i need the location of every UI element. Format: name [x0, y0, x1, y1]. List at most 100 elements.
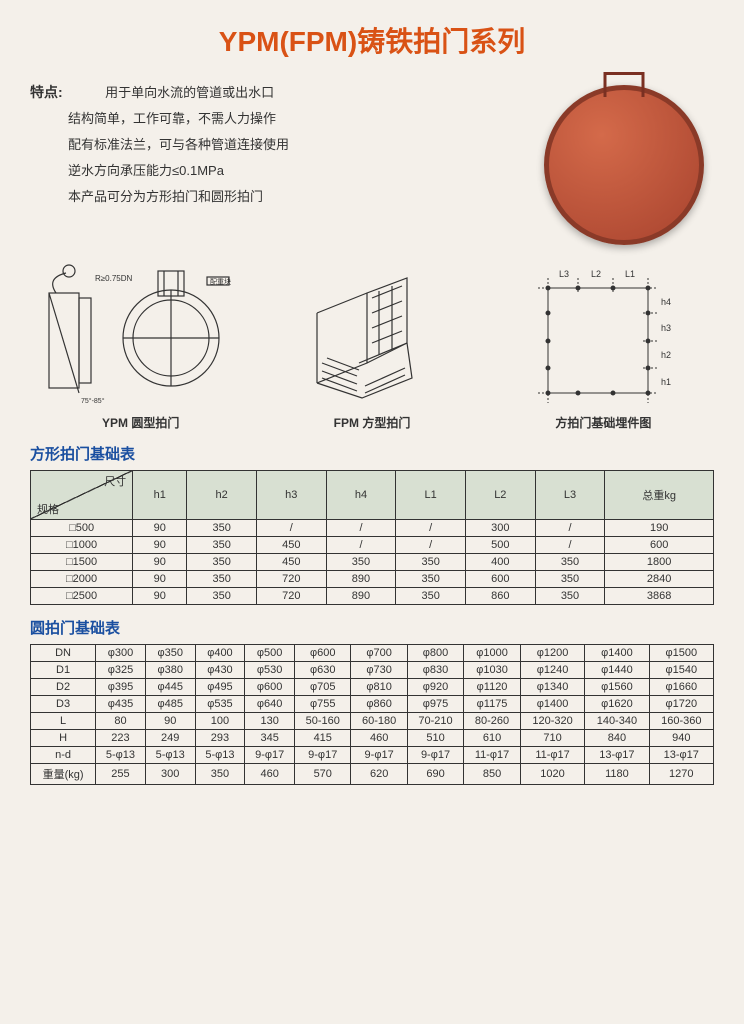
- svg-text:h3: h3: [661, 323, 671, 333]
- table1-header: h3: [256, 471, 326, 520]
- table2-cell: 13-φ17: [585, 747, 649, 764]
- table2-rowheader: 重量(kg): [31, 764, 96, 785]
- table1-header: L2: [465, 471, 535, 520]
- table2-cell: φ430: [195, 662, 245, 679]
- table2-cell: φ1000: [464, 645, 521, 662]
- svg-text:h2: h2: [661, 350, 671, 360]
- table1-cell: 500: [465, 537, 535, 554]
- table1-cell: 350: [187, 554, 257, 571]
- table2-cell: φ810: [351, 679, 407, 696]
- diagram-1: 75°-85° R≥0.75DN 配重块 YPM 圆型拍门: [30, 260, 251, 431]
- table2-cell: φ1440: [585, 662, 649, 679]
- svg-text:R≥0.75DN: R≥0.75DN: [95, 274, 133, 283]
- table2-cell: φ435: [96, 696, 146, 713]
- table2-cell: 415: [295, 730, 351, 747]
- table2-cell: φ920: [407, 679, 463, 696]
- table1-header: 总重kg: [605, 471, 714, 520]
- table2-cell: φ640: [245, 696, 295, 713]
- table2-cell: 1180: [585, 764, 649, 785]
- features-block: 特点: 用于单向水流的管道或出水口 结构简单，工作可靠，不需人力操作 配有标准法…: [30, 80, 534, 210]
- table1-cell: 350: [396, 554, 466, 571]
- table2-cell: φ1500: [649, 645, 713, 662]
- table2-cell: φ1400: [520, 696, 584, 713]
- table2-cell: 610: [464, 730, 521, 747]
- table2-cell: φ1660: [649, 679, 713, 696]
- table2-rowheader: n-d: [31, 747, 96, 764]
- table2-cell: 11-φ17: [520, 747, 584, 764]
- table1-cell: /: [326, 520, 396, 537]
- table1-cell: 350: [396, 571, 466, 588]
- table1-header: h1: [133, 471, 187, 520]
- table2-cell: 840: [585, 730, 649, 747]
- table2-cell: 255: [96, 764, 146, 785]
- table2-cell: φ1540: [649, 662, 713, 679]
- table1-cell: 350: [535, 588, 605, 605]
- table1-cell: 350: [187, 571, 257, 588]
- table2-cell: 570: [295, 764, 351, 785]
- table1-cell: 860: [465, 588, 535, 605]
- table1-cell: 2840: [605, 571, 714, 588]
- svg-text:h1: h1: [661, 377, 671, 387]
- table2-rowheader: D1: [31, 662, 96, 679]
- table1-header: h4: [326, 471, 396, 520]
- table1-cell: 190: [605, 520, 714, 537]
- table1-cell: /: [396, 537, 466, 554]
- diagram-1-label: YPM 圆型拍门: [30, 414, 251, 431]
- table1-cell: 90: [133, 520, 187, 537]
- table1-header: h2: [187, 471, 257, 520]
- table1-cell: 90: [133, 588, 187, 605]
- diagram-3: L3 L2 L1 h4 h3 h2 h1 方拍门基础埋件图: [493, 260, 714, 431]
- table2-cell: φ325: [96, 662, 146, 679]
- svg-text:75°-85°: 75°-85°: [81, 397, 105, 405]
- table2-cell: φ800: [407, 645, 463, 662]
- table2-cell: φ500: [245, 645, 295, 662]
- table2-cell: φ1560: [585, 679, 649, 696]
- table2-cell: φ445: [145, 679, 195, 696]
- table2-cell: 80-260: [464, 713, 521, 730]
- table2-cell: φ535: [195, 696, 245, 713]
- table2-cell: φ1340: [520, 679, 584, 696]
- table2-cell: 5-φ13: [96, 747, 146, 764]
- table2-cell: 460: [245, 764, 295, 785]
- table2-cell: φ600: [245, 679, 295, 696]
- table1-cell: □500: [31, 520, 133, 537]
- table2-cell: φ730: [351, 662, 407, 679]
- table2-rowheader: D2: [31, 679, 96, 696]
- table2-cell: φ705: [295, 679, 351, 696]
- table1-cell: 350: [187, 588, 257, 605]
- table2-cell: 940: [649, 730, 713, 747]
- table2-cell: 70-210: [407, 713, 463, 730]
- table2-rowheader: L: [31, 713, 96, 730]
- table2-cell: 140-340: [585, 713, 649, 730]
- table2-cell: 510: [407, 730, 463, 747]
- feature-item-0: 用于单向水流的管道或出水口: [67, 85, 274, 100]
- feature-item-2: 配有标准法兰，可与各种管道连接使用: [30, 132, 534, 158]
- product-image: [534, 80, 714, 240]
- svg-text:配重块: 配重块: [210, 277, 231, 286]
- square-gate-table: 尺寸规格h1h2h3h4L1L2L3总重kg□50090350///300/19…: [30, 470, 714, 605]
- table2-cell: φ700: [351, 645, 407, 662]
- table2-title: 圆拍门基础表: [30, 617, 714, 638]
- table2-cell: 460: [351, 730, 407, 747]
- table2-cell: 690: [407, 764, 463, 785]
- table1-header: L1: [396, 471, 466, 520]
- table2-cell: φ1240: [520, 662, 584, 679]
- table2-cell: φ395: [96, 679, 146, 696]
- table1-cell: 90: [133, 554, 187, 571]
- svg-text:L2: L2: [591, 269, 601, 279]
- table2-cell: 160-360: [649, 713, 713, 730]
- table2-cell: 9-φ17: [351, 747, 407, 764]
- table2-cell: 345: [245, 730, 295, 747]
- table1-cell: 350: [187, 537, 257, 554]
- svg-text:L3: L3: [559, 269, 569, 279]
- table1-cell: 1800: [605, 554, 714, 571]
- table2-cell: 350: [195, 764, 245, 785]
- table2-cell: φ1175: [464, 696, 521, 713]
- feature-label: 特点:: [30, 84, 63, 100]
- table1-cell: 350: [535, 554, 605, 571]
- table2-cell: φ755: [295, 696, 351, 713]
- svg-text:h4: h4: [661, 297, 671, 307]
- table1-cell: □1000: [31, 537, 133, 554]
- table1-cell: 350: [535, 571, 605, 588]
- table1-cell: 600: [465, 571, 535, 588]
